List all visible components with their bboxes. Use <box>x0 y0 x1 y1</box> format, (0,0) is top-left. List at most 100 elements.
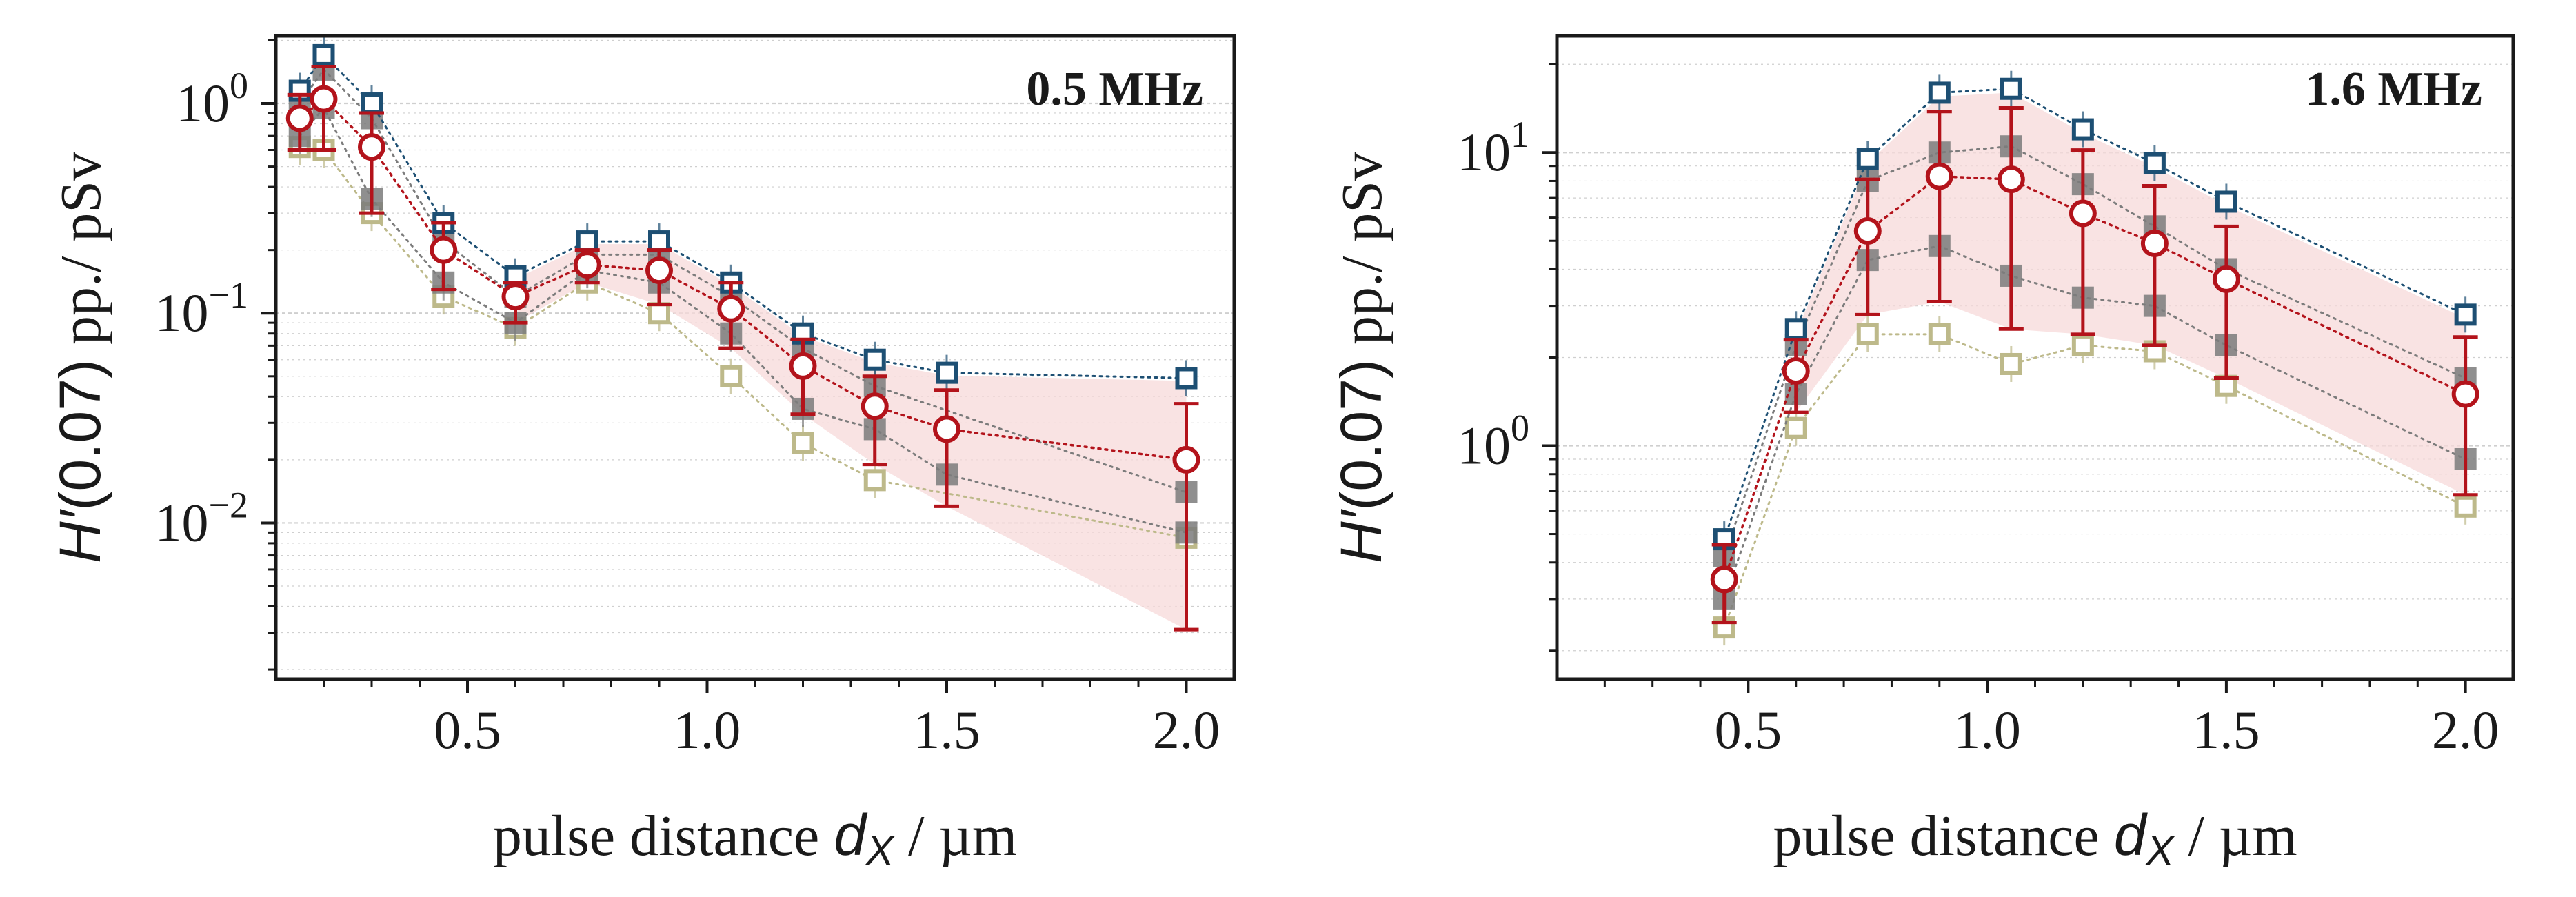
data-point-lower <box>1856 323 1879 345</box>
data-point-lower <box>792 432 814 454</box>
series-line-mid-high <box>299 68 1187 494</box>
uncertainty-band <box>515 244 1187 630</box>
data-point-lower <box>2071 334 2094 356</box>
data-point-lower <box>1784 416 1807 439</box>
data-point-mean <box>861 392 889 421</box>
data-point-mean <box>573 251 601 279</box>
data-point-mean <box>1997 165 2025 194</box>
x-tick-label: 1.0 <box>1953 700 2021 760</box>
data-point-upper <box>936 361 958 384</box>
x-axis-label: pulse distance dX / µm <box>1773 803 2297 874</box>
y-axis-label: H′(0.07) pp./ pSv <box>48 152 113 563</box>
y-label-argument: (0.07) <box>48 359 112 510</box>
y-tick-label: 10−2 <box>155 484 248 552</box>
x-label-unit: / µm <box>2174 804 2297 868</box>
y-tick-base: 10 <box>1457 416 1511 476</box>
x-tick-label: 2.0 <box>2432 700 2499 760</box>
y-tick-label: 100 <box>176 65 248 133</box>
x-tick-label: 2.0 <box>1153 700 1220 760</box>
data-point-upper <box>1784 318 1807 341</box>
x-tick-label: 1.5 <box>913 700 980 760</box>
data-point-mean <box>2069 199 2097 228</box>
y-tick-exponent: −1 <box>209 274 248 316</box>
x-tick-label: 1.5 <box>2193 700 2260 760</box>
data-point-mean <box>645 256 673 285</box>
data-point-mean <box>1853 217 1882 245</box>
data-point-mean <box>501 283 530 311</box>
data-point-upper <box>863 348 886 371</box>
data-point-upper <box>2215 190 2237 213</box>
y-tick-exponent: −2 <box>209 484 248 525</box>
data-point-mean <box>2451 380 2479 408</box>
x-label-subscript: X <box>865 827 895 874</box>
y-label-symbol: H′ <box>48 508 112 563</box>
data-point-lower <box>1928 323 1951 345</box>
data-point-mean <box>2212 265 2240 293</box>
data-point-lower <box>863 469 886 492</box>
x-label-symbol: d <box>834 803 867 867</box>
data-point-mean <box>789 352 817 380</box>
series-mean <box>285 64 1200 632</box>
series-line-lower <box>299 145 1187 539</box>
x-axis-label: pulse distance dX / µm <box>493 803 1017 874</box>
data-point-mean <box>717 294 745 323</box>
x-axis: 0.5 1.0 1.5 2.0 <box>323 679 1220 760</box>
data-point-mean <box>358 133 385 161</box>
y-tick-label: 10−1 <box>155 274 248 343</box>
data-point-upper <box>576 230 598 253</box>
data-point-mean <box>1925 162 1953 190</box>
y-tick-exponent: 0 <box>1511 407 1529 449</box>
uncertainty-band <box>1795 92 2466 495</box>
y-axis-label: H′(0.07) pp./ pSv <box>1329 152 1394 563</box>
y-tick-label: 101 <box>1457 114 1529 182</box>
x-label-text: pulse distance <box>493 804 834 868</box>
y-tick-base: 10 <box>176 73 230 133</box>
data-point-mean <box>310 85 338 113</box>
y-label-unit: pp./ pSv <box>1330 152 1394 359</box>
x-axis: 0.5 1.0 1.5 2.0 <box>1603 679 2499 760</box>
series-line-lower <box>1723 333 2467 629</box>
data-point-mean <box>285 104 314 132</box>
data-point-mean <box>1710 565 1738 594</box>
data-point-upper <box>1928 81 1951 104</box>
x-label-unit: / µm <box>894 804 1017 868</box>
data-point-lower <box>2000 352 2022 375</box>
data-point-upper <box>2454 303 2477 326</box>
series-line-upper <box>1723 88 2467 541</box>
data-point-upper <box>648 230 670 253</box>
x-label-subscript: X <box>2145 827 2175 874</box>
data-point-mean <box>2140 229 2169 257</box>
x-tick-label: 0.5 <box>434 700 501 760</box>
y-tick-exponent: 0 <box>230 65 248 106</box>
data-point-upper <box>2071 118 2094 141</box>
x-label-text: pulse distance <box>1773 804 2114 868</box>
x-tick-label: 0.5 <box>1715 700 1782 760</box>
data-point-lower <box>2454 495 2477 518</box>
y-tick-base: 10 <box>1457 122 1511 182</box>
x-label-symbol: d <box>2114 803 2148 867</box>
data-point-upper <box>1175 367 1198 390</box>
y-tick-exponent: 1 <box>1511 114 1529 155</box>
data-point-upper <box>1856 148 1879 170</box>
data-point-mean <box>430 236 458 264</box>
frequency-annotation: 0.5 MHz <box>1026 63 1203 116</box>
y-label-symbol: H′ <box>1329 508 1393 563</box>
data-point-lower <box>720 365 743 387</box>
series-line-mid-low <box>299 106 1187 534</box>
y-label-argument: (0.07) <box>1329 359 1393 510</box>
series-mean <box>1710 105 2479 625</box>
frequency-annotation: 1.6 MHz <box>2305 63 2482 116</box>
data-point-upper <box>312 43 335 66</box>
y-tick-base: 10 <box>155 492 209 552</box>
data-point-upper <box>2000 77 2022 100</box>
data-point-upper <box>361 92 383 115</box>
y-tick-label: 100 <box>1457 407 1529 476</box>
data-point-lower <box>648 302 670 325</box>
y-tick-base: 10 <box>155 283 209 343</box>
series-upper <box>1713 70 2477 558</box>
